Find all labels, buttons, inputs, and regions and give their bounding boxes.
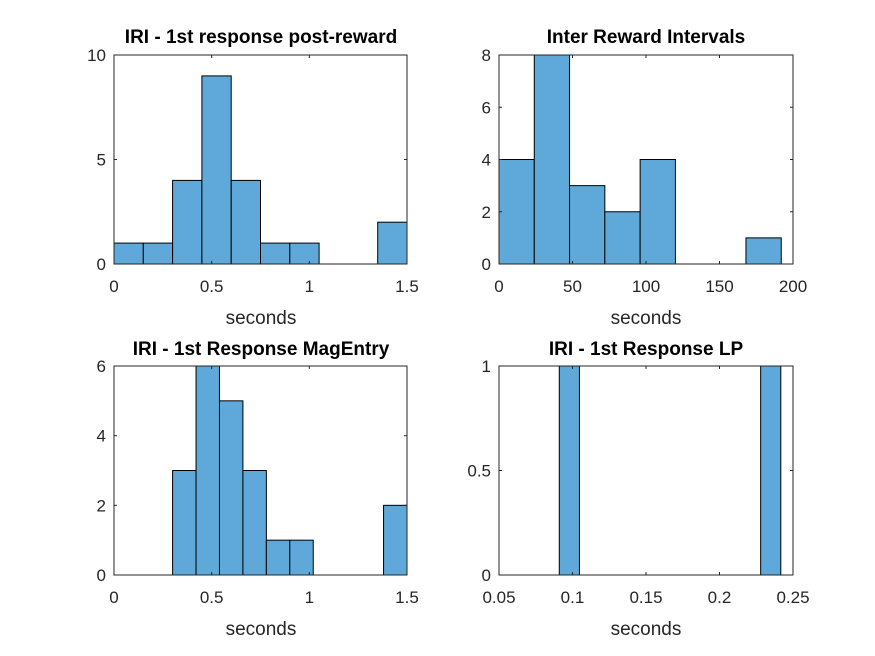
y-tick-label: 10	[87, 46, 106, 65]
subplot-inter-reward-intervals: Inter Reward Intervals 0 50 100 150 200 0 2 4 6 8…	[482, 27, 808, 329]
x-axis-label: seconds	[226, 619, 297, 640]
y-tick-label: 0	[97, 566, 106, 585]
x-tick-label: 1	[305, 277, 314, 296]
subplot-title: IRI - 1st Response LP	[549, 339, 744, 360]
x-tick-label: 0	[109, 277, 118, 296]
y-tick-label: 6	[97, 357, 106, 376]
histogram-bars	[558, 365, 782, 576]
y-tick-label: 0.5	[467, 462, 491, 481]
y-tick-label: 0	[97, 255, 106, 274]
axes: 0 50 100 150 200 0 2 4 6 8	[482, 46, 808, 296]
x-tick-label: 1.5	[395, 277, 419, 296]
y-tick-label: 4	[97, 427, 106, 446]
histogram-bars	[172, 365, 408, 576]
y-tick-label: 5	[97, 151, 106, 170]
subplot-title: IRI - 1st response post-reward	[125, 27, 397, 48]
histogram-bar	[745, 237, 782, 265]
y-tick-label: 1	[482, 357, 491, 376]
histogram-bar	[195, 365, 220, 576]
histogram-bar	[604, 211, 641, 265]
subplot-iri-post-reward: IRI - 1st response post-reward 0 0.5 1 1.50…	[87, 27, 419, 329]
axes: 0 0.5 1 1.5 0 2 4 6	[97, 357, 419, 607]
histogram-bar	[142, 242, 174, 265]
y-tick-label: 8	[482, 46, 491, 65]
histogram-bar	[289, 242, 320, 265]
axes-frame	[113, 365, 408, 576]
y-tick-label: 4	[482, 151, 491, 170]
subplot-title: Inter Reward Intervals	[547, 27, 746, 48]
x-tick-label: 150	[705, 277, 733, 296]
histogram-bars	[113, 75, 408, 265]
x-axis-label: seconds	[611, 308, 682, 329]
histogram-bar	[113, 242, 144, 265]
y-tick-label: 0	[482, 255, 491, 274]
y-tick-label: 6	[482, 98, 491, 117]
x-axis-label: seconds	[611, 619, 682, 640]
histogram-bar	[242, 470, 267, 576]
y-tick-label: 2	[482, 203, 491, 222]
histogram-bar	[377, 221, 408, 265]
histogram-bar	[533, 54, 571, 265]
subplot-title: IRI - 1st Response MagEntry	[133, 339, 390, 360]
axes: 0.05 0.1 0.15 0.2 0.25 0 0.5 1	[467, 357, 809, 607]
histogram-bar	[172, 179, 203, 265]
y-tick-label: 2	[97, 496, 106, 515]
x-tick-label: 100	[632, 277, 660, 296]
x-tick-label: 0	[109, 588, 118, 607]
x-tick-label: 1.5	[395, 588, 419, 607]
histogram-bar	[289, 539, 314, 576]
x-tick-label: 0.1	[561, 588, 585, 607]
subplot-iri-lp: IRI - 1st Response LP 0.05 0.1 0.15 0.2 0.25…	[467, 339, 809, 640]
axes: 0 0.5 1 1.5 0 5 10	[87, 46, 419, 296]
histogram-bar	[218, 400, 244, 576]
histogram-bar	[498, 159, 535, 265]
subplot-iri-magentry: IRI - 1st Response MagEntry 0 0.5 1 1.5 0 2 4 6…	[97, 339, 419, 640]
x-axis-label: seconds	[226, 308, 297, 329]
x-tick-label: 200	[779, 277, 807, 296]
histogram-bar	[558, 365, 580, 576]
histogram-bar	[201, 75, 232, 265]
y-tick-label: 0	[482, 566, 491, 585]
x-tick-label: 50	[563, 277, 582, 296]
histogram-bar	[260, 242, 291, 265]
histogram-bar	[265, 539, 291, 576]
x-tick-label: 0	[494, 277, 503, 296]
x-tick-label: 0.5	[200, 588, 224, 607]
histogram-bar	[760, 365, 782, 576]
histogram-bar	[172, 470, 197, 576]
x-tick-label: 0.2	[708, 588, 732, 607]
x-tick-label: 0.25	[776, 588, 809, 607]
x-tick-label: 1	[305, 588, 314, 607]
x-tick-label: 0.05	[482, 588, 515, 607]
histogram-bar	[230, 179, 261, 265]
x-tick-label: 0.5	[200, 277, 224, 296]
histogram-bar	[569, 185, 606, 265]
histogram-bar	[639, 159, 676, 265]
histogram-bar	[383, 504, 408, 576]
x-tick-label: 0.15	[629, 588, 662, 607]
